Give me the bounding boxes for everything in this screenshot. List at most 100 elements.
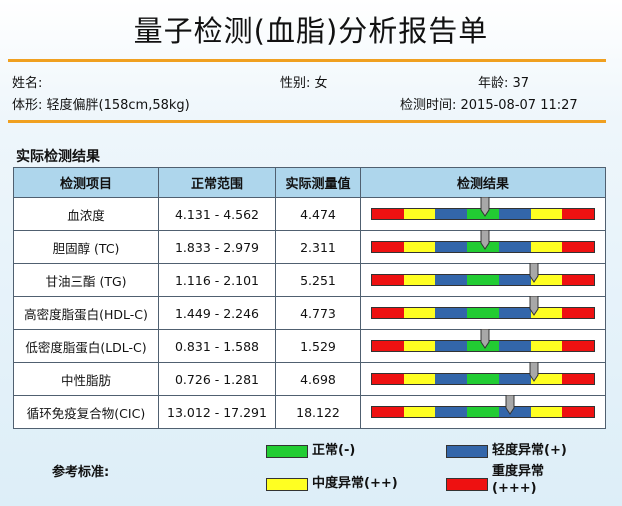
scale-segment <box>498 209 531 219</box>
cell-result <box>360 395 606 429</box>
cell-value: 1.529 <box>275 329 361 363</box>
scale-segment <box>403 341 436 351</box>
scale-segment <box>467 275 499 285</box>
scale-segment <box>435 341 468 351</box>
patient-name-label: 姓名: <box>12 76 43 91</box>
result-scale-bar <box>371 329 595 352</box>
header-result: 检测结果 <box>360 167 606 198</box>
scale-segment <box>467 242 499 252</box>
scale-segment <box>530 275 563 285</box>
result-marker-icon <box>529 296 539 316</box>
scale-segment <box>498 374 531 384</box>
result-marker-icon <box>480 197 490 217</box>
table-header-row: 检测项目 正常范围 实际测量值 检测结果 <box>13 167 606 198</box>
cell-value: 4.773 <box>275 296 361 330</box>
results-table: 检测项目 正常范围 实际测量值 检测结果 血浓度 4.131 - 4.562 4.4… <box>13 167 606 429</box>
cell-item: 中性脂肪 <box>13 362 159 396</box>
cell-item: 循环免疫复合物(CIC) <box>13 395 159 429</box>
scale-segment <box>372 275 404 285</box>
patient-gender: 性别: 女 <box>280 76 328 91</box>
scale-segment <box>562 308 595 318</box>
scale-segment <box>530 407 563 417</box>
legend-severe-label: 重度异常 <box>492 464 545 479</box>
scale-segment <box>498 308 531 318</box>
result-scale-bar <box>371 197 595 220</box>
result-marker-icon <box>480 230 490 250</box>
header-value: 实际测量值 <box>275 167 361 198</box>
result-scale-bar <box>371 395 595 418</box>
header-rule-top <box>8 59 606 62</box>
legend-title: 参考标准: <box>52 465 110 480</box>
legend-normal-swatch <box>266 445 308 458</box>
cell-result <box>360 230 606 264</box>
legend-severe-swatch <box>446 478 488 491</box>
result-marker-icon <box>480 329 490 349</box>
cell-value: 2.311 <box>275 230 361 264</box>
legend-mild-swatch <box>446 445 488 458</box>
table-row: 胆固醇 (TC) 1.833 - 2.979 2.311 <box>13 230 606 264</box>
scale-segment <box>498 407 531 417</box>
cell-item: 低密度脂蛋白(LDL-C) <box>13 329 159 363</box>
cell-item: 血浓度 <box>13 197 159 231</box>
legend-mild-label: 轻度异常(+) <box>492 443 567 458</box>
scale-segment <box>530 341 563 351</box>
scale-segment <box>403 308 436 318</box>
scale-segment <box>467 341 499 351</box>
header-item: 检测项目 <box>13 167 159 198</box>
table-row: 循环免疫复合物(CIC) 13.012 - 17.291 18.122 <box>13 395 606 429</box>
cell-range: 4.131 - 4.562 <box>158 197 276 231</box>
legend-moderate-swatch <box>266 478 308 491</box>
cell-range: 1.116 - 2.101 <box>158 263 276 297</box>
scale-segment <box>562 209 595 219</box>
result-scale-bar <box>371 230 595 253</box>
cell-range: 0.831 - 1.588 <box>158 329 276 363</box>
scale-segment <box>435 407 468 417</box>
cell-result <box>360 263 606 297</box>
header-rule-bottom <box>8 120 606 123</box>
cell-result <box>360 362 606 396</box>
table-row: 高密度脂蛋白(HDL-C) 1.449 - 2.246 4.773 <box>13 296 606 330</box>
scale-segment <box>562 407 595 417</box>
scale-segment <box>403 242 436 252</box>
table-row: 中性脂肪 0.726 - 1.281 4.698 <box>13 362 606 396</box>
scale-segment <box>467 209 499 219</box>
cell-value: 5.251 <box>275 263 361 297</box>
scale-segment <box>435 374 468 384</box>
cell-value: 4.698 <box>275 362 361 396</box>
cell-range: 13.012 - 17.291 <box>158 395 276 429</box>
cell-value: 4.474 <box>275 197 361 231</box>
cell-range: 1.833 - 2.979 <box>158 230 276 264</box>
scale-segment <box>562 374 595 384</box>
legend-severe-label-sub: (+++) <box>492 481 537 496</box>
cell-result <box>360 329 606 363</box>
scale-segment <box>372 374 404 384</box>
cell-item: 胆固醇 (TC) <box>13 230 159 264</box>
scale-segment <box>467 407 499 417</box>
scale-segment <box>435 308 468 318</box>
scale-segment <box>403 374 436 384</box>
table-row: 低密度脂蛋白(LDL-C) 0.831 - 1.588 1.529 <box>13 329 606 363</box>
scale-segment <box>498 341 531 351</box>
scale-segment <box>403 275 436 285</box>
scale-segment <box>498 242 531 252</box>
test-time: 检测时间: 2015-08-07 11:27 <box>400 98 578 113</box>
scale-segment <box>530 209 563 219</box>
table-row: 血浓度 4.131 - 4.562 4.474 <box>13 197 606 231</box>
scale-segment <box>530 308 563 318</box>
table-row: 甘油三酯 (TG) 1.116 - 2.101 5.251 <box>13 263 606 297</box>
scale-segment <box>498 275 531 285</box>
result-scale-bar <box>371 296 595 319</box>
scale-segment <box>562 341 595 351</box>
cell-result <box>360 296 606 330</box>
result-scale-bar <box>371 263 595 286</box>
patient-age: 年龄: 37 <box>478 76 530 91</box>
scale-segment <box>435 242 468 252</box>
result-scale-bar <box>371 362 595 385</box>
header-range: 正常范围 <box>158 167 276 198</box>
scale-segment <box>435 209 468 219</box>
cell-item: 甘油三酯 (TG) <box>13 263 159 297</box>
scale-segment <box>467 308 499 318</box>
cell-range: 0.726 - 1.281 <box>158 362 276 396</box>
report-title: 量子检测(血脂)分析报告单 <box>133 14 489 48</box>
scale-segment <box>372 341 404 351</box>
